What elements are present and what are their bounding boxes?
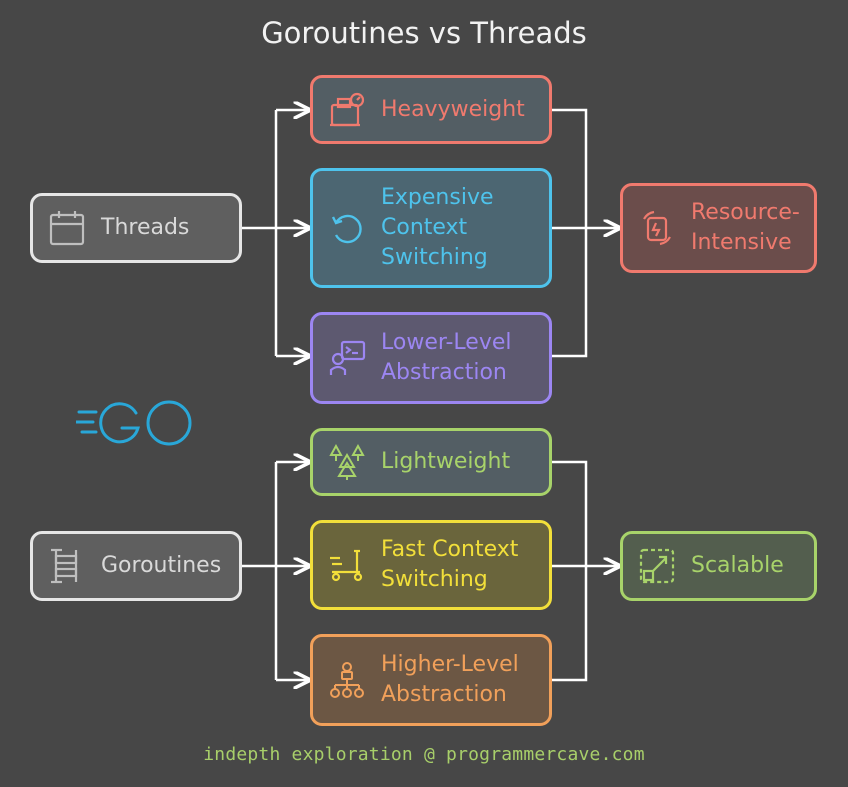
expensive-context-switching-node: Expensive Context Switching — [310, 168, 552, 288]
expensive-context-line-2: Context — [381, 215, 468, 240]
scalable-node: Scalable — [620, 531, 817, 601]
trees-icon — [327, 442, 367, 482]
connector-threads-merge-vertical — [551, 108, 588, 358]
goroutines-label: Goroutines — [101, 553, 222, 578]
threads-node: Threads — [30, 193, 242, 263]
scaffold-icon — [47, 546, 87, 586]
resource-intensive-node: Resource- Intensive — [620, 183, 817, 273]
diagram-title: Goroutines vs Threads — [261, 16, 587, 50]
fast-context-switching-node: Fast Context Switching — [310, 520, 552, 610]
lower-level-line-1: Lower-Level — [381, 330, 512, 355]
resource-intensive-line-1: Resource- — [691, 200, 800, 225]
scooter-icon — [327, 545, 367, 585]
higher-level-abstraction-node: Higher-Level Abstraction — [310, 634, 552, 726]
expensive-context-switching-text: Expensive Context Switching — [381, 183, 494, 273]
lightweight-label: Lightweight — [381, 449, 511, 474]
resource-intensive-line-2: Intensive — [691, 230, 792, 255]
calendar-icon — [47, 208, 87, 248]
higher-level-line-1: Higher-Level — [381, 652, 519, 677]
fast-context-switching-text: Fast Context Switching — [381, 535, 518, 595]
footer-credit: indepth exploration @ programmercave.com — [203, 744, 645, 765]
expensive-context-line-3: Switching — [381, 245, 488, 270]
higher-level-abstraction-text: Higher-Level Abstraction — [381, 650, 519, 710]
lower-level-abstraction-text: Lower-Level Abstraction — [381, 328, 512, 388]
heavyweight-label: Heavyweight — [381, 96, 525, 122]
higher-level-line-2: Abstraction — [381, 682, 507, 707]
lower-level-line-2: Abstraction — [381, 360, 507, 385]
lightweight-node: Lightweight — [310, 428, 552, 496]
resource-recycle-icon — [637, 208, 677, 248]
refresh-icon — [327, 208, 367, 248]
heavyweight-node: Heavyweight — [310, 75, 552, 144]
threads-label: Threads — [101, 215, 190, 240]
hierarchy-icon — [327, 660, 367, 700]
developer-terminal-icon — [327, 338, 367, 378]
fast-context-line-2: Switching — [381, 567, 488, 592]
scalable-label: Scalable — [691, 553, 784, 578]
lower-level-abstraction-node: Lower-Level Abstraction — [310, 312, 552, 404]
goroutines-node: Goroutines — [30, 531, 242, 601]
resource-intensive-text: Resource- Intensive — [691, 198, 800, 258]
connector-goroutines-merge-vertical — [551, 460, 588, 682]
weighing-scale-icon — [327, 90, 367, 130]
expand-icon — [637, 546, 677, 586]
go-logo — [76, 400, 192, 446]
expensive-context-line-1: Expensive — [381, 185, 494, 210]
fast-context-line-1: Fast Context — [381, 537, 519, 562]
